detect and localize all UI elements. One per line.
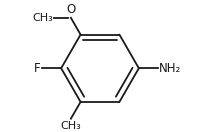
Text: NH₂: NH₂ <box>159 62 181 75</box>
Text: CH₃: CH₃ <box>60 121 81 131</box>
Text: CH₃: CH₃ <box>32 13 53 23</box>
Text: F: F <box>34 62 41 75</box>
Text: O: O <box>66 3 75 16</box>
